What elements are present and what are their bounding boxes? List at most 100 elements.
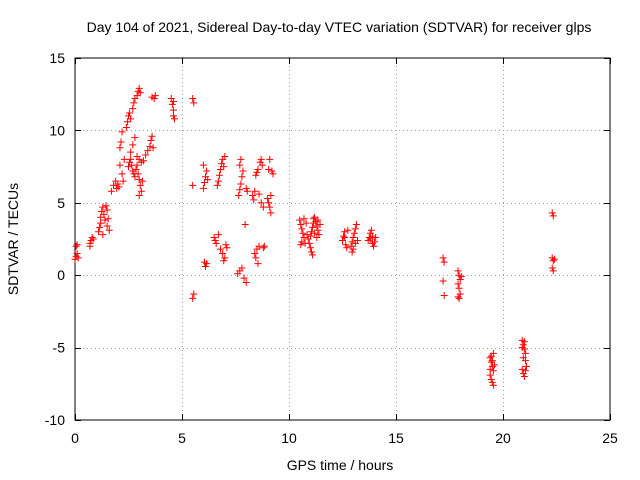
data-point	[120, 155, 128, 163]
data-point	[190, 99, 198, 107]
data-point	[135, 176, 143, 184]
data-point	[296, 216, 304, 224]
y-axis-label: SDTVAR / TECUs	[5, 183, 21, 295]
data-point	[370, 242, 378, 250]
data-point	[204, 176, 212, 184]
data-point	[242, 184, 250, 192]
data-point	[168, 100, 176, 108]
data-point	[73, 241, 81, 249]
data-point	[237, 180, 245, 188]
data-point	[189, 181, 197, 189]
data-point	[105, 226, 113, 234]
data-point	[311, 229, 319, 237]
y-tick-label: 5	[57, 195, 65, 211]
data-point	[367, 226, 375, 234]
data-point	[486, 365, 494, 373]
data-point	[257, 155, 265, 163]
data-point	[74, 254, 82, 262]
data-point	[368, 232, 376, 240]
data-point	[125, 163, 132, 171]
data-point	[521, 357, 529, 365]
data-point	[350, 229, 358, 237]
data-point	[127, 155, 135, 163]
data-point	[107, 187, 115, 195]
data-point	[199, 184, 207, 192]
data-point	[126, 109, 134, 117]
data-point	[267, 209, 275, 217]
data-point	[134, 170, 142, 178]
data-point	[169, 112, 177, 120]
data-point	[313, 234, 321, 242]
data-point	[297, 221, 305, 229]
data-point	[95, 228, 103, 236]
data-point	[132, 165, 140, 173]
data-point	[131, 173, 139, 181]
data-point	[149, 144, 157, 152]
data-point	[316, 221, 324, 229]
data-point	[146, 142, 154, 150]
x-tick-label: 5	[178, 430, 186, 446]
data-point	[102, 202, 110, 210]
data-point	[150, 95, 158, 103]
data-point	[86, 242, 94, 250]
data-point	[300, 234, 308, 242]
data-point	[455, 284, 463, 292]
data-point	[123, 118, 131, 126]
grid	[75, 58, 610, 420]
data-point	[297, 241, 305, 249]
data-point	[439, 277, 447, 285]
data-point	[133, 161, 141, 169]
data-point	[239, 167, 247, 175]
data-point	[371, 238, 379, 246]
data-point	[252, 171, 260, 179]
data-point	[99, 231, 107, 239]
chart-title: Day 104 of 2021, Sidereal Day-to-day VTE…	[87, 19, 592, 35]
data-point	[101, 216, 109, 224]
data-point	[521, 367, 529, 375]
data-point	[119, 177, 127, 185]
data-point	[200, 179, 208, 187]
data-point	[202, 263, 210, 271]
data-point	[550, 255, 558, 263]
data-point	[267, 192, 275, 200]
data-point	[549, 212, 557, 220]
y-tick-label: 0	[57, 267, 65, 283]
data-point	[342, 241, 350, 249]
data-point	[147, 137, 155, 145]
data-point	[215, 171, 223, 179]
data-point	[203, 167, 211, 175]
data-point	[96, 223, 104, 231]
data-point	[349, 245, 357, 253]
data-point	[260, 242, 268, 250]
x-tick-label: 10	[281, 430, 297, 446]
data-point	[116, 144, 124, 152]
plot-frame	[74, 57, 611, 421]
data-point	[243, 187, 251, 195]
data-point	[189, 294, 197, 302]
data-point	[258, 161, 266, 169]
data-point	[299, 229, 307, 237]
data-point	[211, 236, 219, 244]
data-point	[217, 165, 225, 173]
data-point	[521, 349, 529, 357]
data-point	[127, 148, 135, 156]
data-point	[135, 192, 143, 200]
data-point	[314, 226, 322, 234]
data-point	[298, 225, 306, 233]
y-tick-label: -5	[53, 340, 66, 356]
data-point	[122, 124, 130, 132]
data-point	[352, 221, 360, 229]
data-point	[309, 251, 317, 259]
data-point	[189, 95, 197, 103]
data-point	[353, 236, 361, 244]
x-tick-label: 0	[71, 430, 79, 446]
data-point	[523, 362, 531, 370]
data-point	[221, 254, 229, 262]
data-point	[110, 181, 118, 189]
data-point	[259, 203, 267, 211]
data-point	[302, 219, 310, 227]
data-point	[151, 92, 159, 100]
data-point	[103, 222, 111, 230]
data-point	[310, 215, 318, 223]
data-point	[489, 349, 497, 357]
